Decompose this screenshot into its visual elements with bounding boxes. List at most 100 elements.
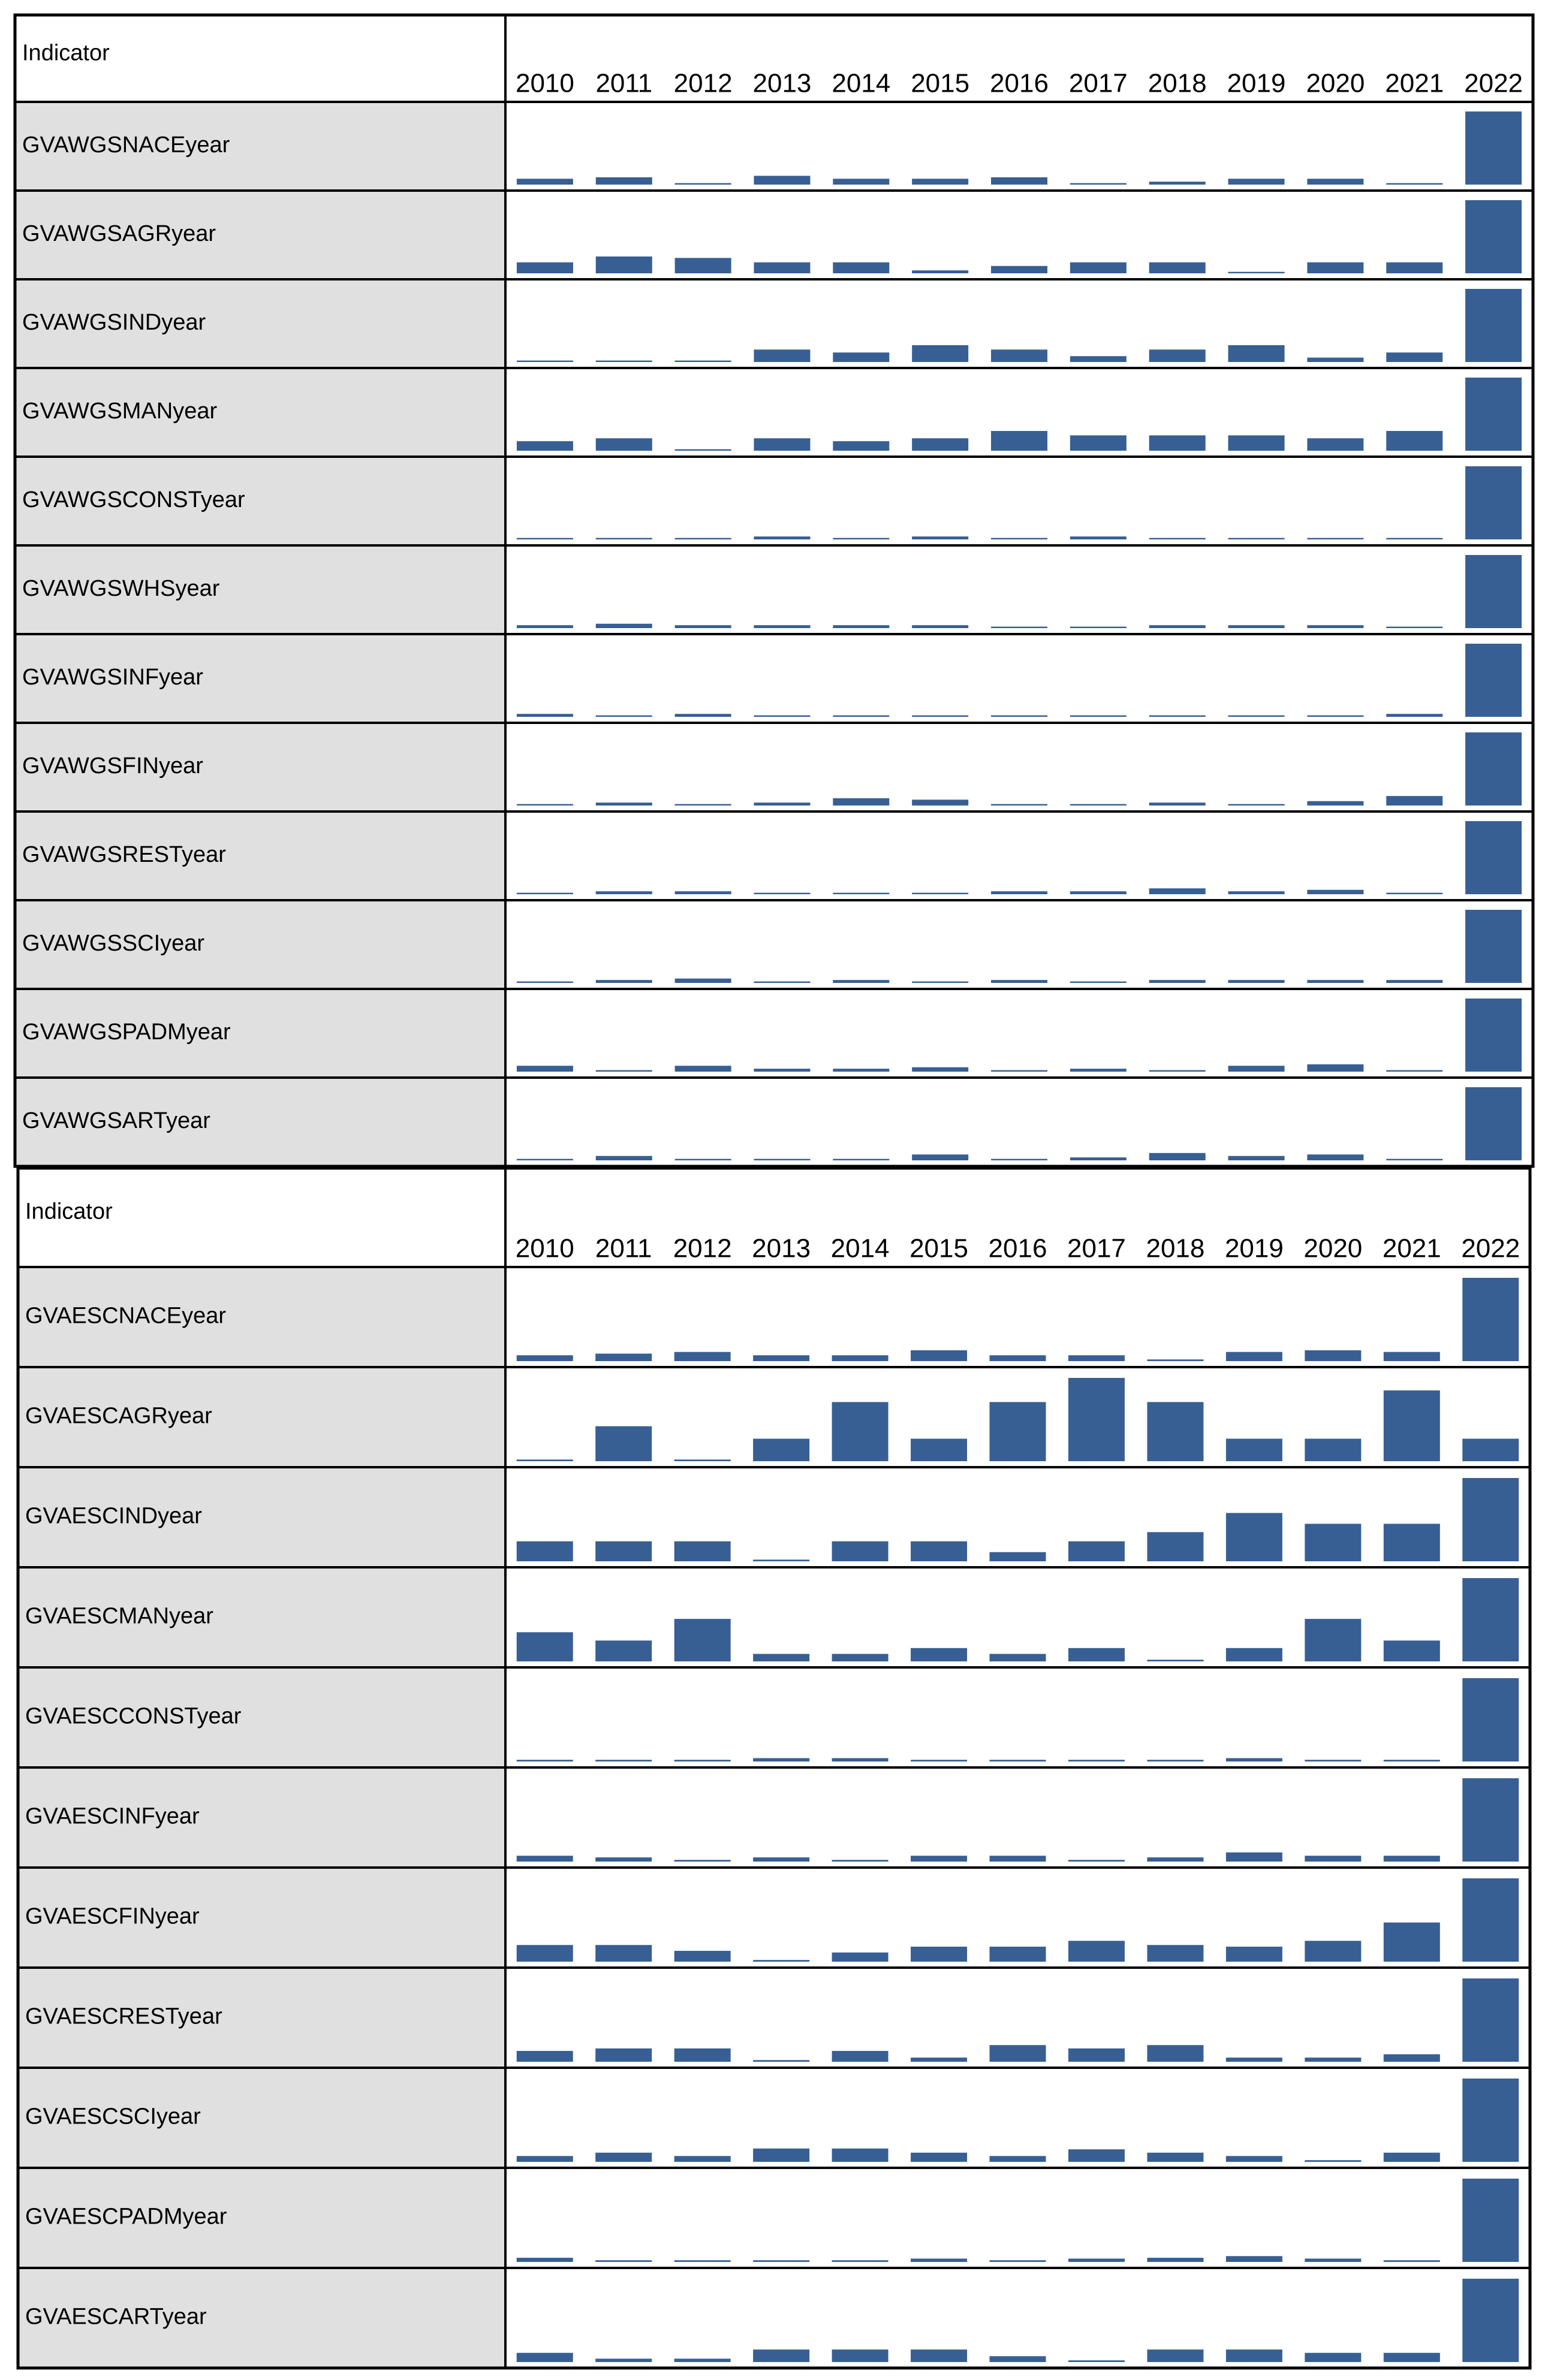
- year-label: 2010: [516, 1234, 574, 1263]
- bar: [1070, 891, 1127, 894]
- bar: [1462, 1278, 1519, 1361]
- bar: [1225, 1352, 1282, 1361]
- bar: [911, 1856, 968, 1862]
- bar: [595, 2152, 652, 2162]
- year-label: 2021: [1383, 1234, 1441, 1263]
- bar: [911, 1648, 968, 1661]
- bar: [1149, 715, 1206, 717]
- bar: [674, 183, 731, 185]
- bar: [595, 715, 652, 717]
- bar: [1070, 981, 1127, 983]
- bar: [674, 1950, 731, 1962]
- indicator-name: GVAESCPADMyear: [25, 2204, 227, 2230]
- bar: [595, 2048, 652, 2062]
- bar: [832, 1952, 889, 1962]
- bar: [516, 179, 573, 185]
- bar: [1465, 910, 1522, 983]
- indicator-name: GVAWGSARTyear: [22, 1108, 210, 1133]
- bar: [516, 892, 573, 894]
- bar: [911, 1760, 968, 1761]
- bar: [833, 441, 890, 451]
- bar: [989, 1402, 1046, 1461]
- bar: [1228, 980, 1285, 983]
- bar: [516, 1760, 573, 1761]
- indicator-name: GVAESCRESTyear: [25, 2004, 222, 2029]
- bar: [1149, 803, 1206, 806]
- bar: [1465, 200, 1522, 273]
- year-label: 2010: [516, 69, 574, 98]
- bar: [754, 262, 811, 273]
- bar: [1147, 1359, 1204, 1361]
- bar: [1149, 262, 1206, 273]
- bar: [595, 177, 652, 185]
- bar: [1070, 1157, 1127, 1160]
- bar: [595, 1760, 652, 1761]
- bar: [1147, 2152, 1204, 2162]
- bar: [1149, 538, 1206, 539]
- bar: [1068, 1648, 1125, 1661]
- bar: [1228, 625, 1285, 628]
- bar: [912, 715, 969, 717]
- bar: [516, 1632, 573, 1661]
- bar: [912, 981, 969, 983]
- bar: [912, 270, 969, 273]
- indicator-name: GVAWGSINDyear: [22, 310, 206, 335]
- bar: [833, 179, 890, 185]
- bar: [1383, 1760, 1440, 1761]
- bar: [1307, 438, 1364, 451]
- bar: [1386, 892, 1443, 894]
- year-label: 2015: [909, 1234, 968, 1263]
- bar: [833, 262, 890, 273]
- bar: [674, 449, 731, 451]
- bar: [1305, 1941, 1362, 1962]
- bar: [1147, 2045, 1204, 2062]
- bar: [595, 623, 652, 628]
- bar: [1305, 1524, 1362, 1561]
- bar: [832, 1654, 889, 1661]
- bar: [1228, 179, 1285, 185]
- bar: [1070, 435, 1127, 451]
- bar: [1070, 183, 1127, 185]
- bar: [1462, 1438, 1519, 1461]
- bar: [1228, 1156, 1285, 1160]
- bar: [516, 262, 573, 273]
- bar: [1307, 889, 1364, 894]
- bar: [1462, 1578, 1519, 1661]
- bar: [595, 1857, 652, 1862]
- bar: [595, 360, 652, 362]
- bar: [674, 625, 731, 628]
- bar: [753, 2260, 810, 2262]
- bar: [1386, 1159, 1443, 1160]
- bar: [989, 1760, 1046, 1761]
- bar: [833, 1069, 890, 1072]
- year-label: 2012: [674, 69, 733, 98]
- bar: [1225, 2349, 1282, 2362]
- bar: [1070, 1069, 1127, 1072]
- bar: [1068, 2360, 1125, 2362]
- bar: [989, 1552, 1046, 1561]
- bar: [1307, 179, 1364, 185]
- bar: [1305, 1856, 1362, 1862]
- bar: [1307, 715, 1364, 717]
- bar: [1386, 796, 1443, 806]
- bar: [1307, 625, 1364, 628]
- bar: [595, 1156, 652, 1160]
- bar: [1307, 980, 1364, 983]
- bar: [1307, 1154, 1364, 1160]
- bar: [516, 2258, 573, 2262]
- bar: [1225, 2058, 1282, 2062]
- indicator-name: GVAESCFINyear: [25, 1904, 200, 1929]
- year-label: 2013: [752, 1234, 811, 1263]
- year-label: 2017: [1067, 1234, 1126, 1263]
- bar: [1149, 435, 1206, 451]
- bar: [1465, 378, 1522, 451]
- bar: [912, 345, 969, 362]
- bar: [1386, 431, 1443, 451]
- bar: [912, 800, 969, 806]
- bar: [912, 438, 969, 451]
- bar: [989, 2045, 1046, 2062]
- year-label: 2019: [1227, 69, 1286, 98]
- bar: [1070, 262, 1127, 273]
- bar: [754, 349, 811, 362]
- bar: [1147, 2349, 1204, 2362]
